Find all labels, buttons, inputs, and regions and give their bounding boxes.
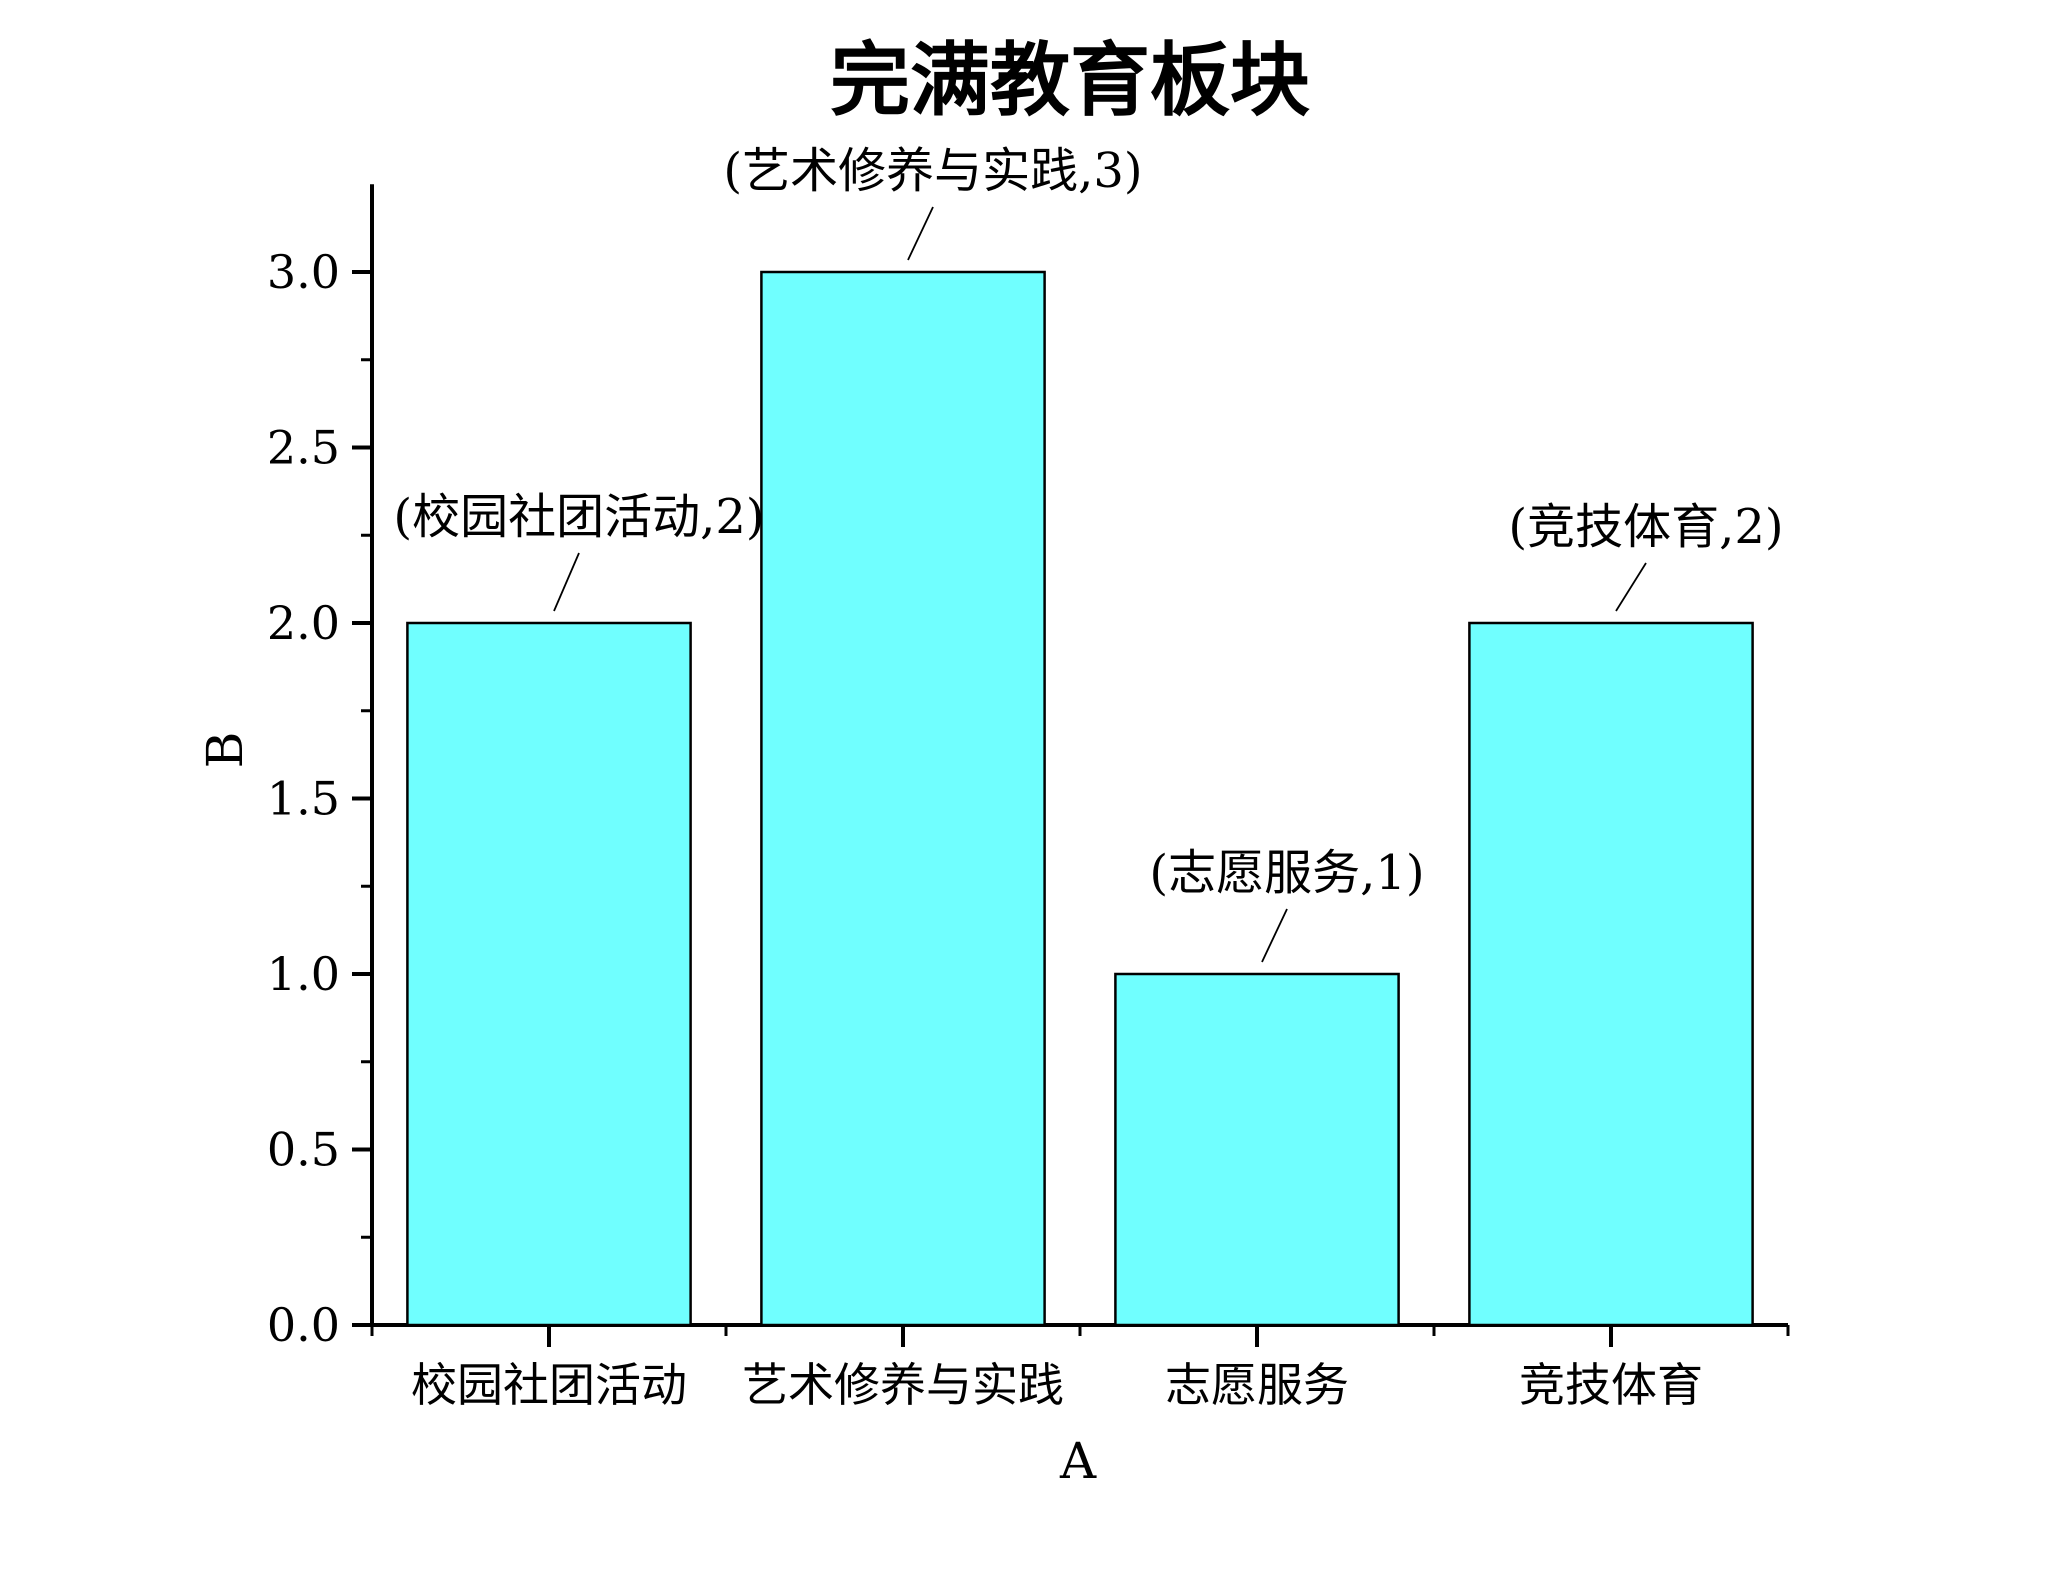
- y-axis-title: B: [196, 732, 254, 769]
- y-tick-label: 2.0: [267, 596, 340, 650]
- x-tick-label: 志愿服务: [1165, 1358, 1349, 1412]
- bar: [406, 621, 692, 1327]
- y-tick-label: 2.5: [267, 421, 340, 475]
- x-tick-label: 竞技体育: [1519, 1358, 1703, 1412]
- data-label: (竞技体育,2): [1508, 499, 1783, 555]
- x-axis: 校园社团活动 艺术修养与实践 志愿服务 竞技体育: [370, 1323, 1790, 1412]
- bar: [1468, 621, 1754, 1327]
- x-tick-label: 校园社团活动: [411, 1358, 687, 1412]
- y-tick-label: 0.5: [267, 1123, 340, 1177]
- data-label-leader: [907, 206, 934, 261]
- x-tick-label: 艺术修养与实践: [742, 1358, 1064, 1412]
- data-label-leader: [1261, 908, 1288, 963]
- y-tick-label: 1.5: [267, 772, 340, 826]
- y-axis: 0.0 0.5 1.0 1.5 2.0 2.5 3.0: [267, 184, 374, 1352]
- bar: [760, 270, 1046, 1327]
- bar: [1114, 972, 1400, 1327]
- data-label: (校园社团活动,2): [393, 489, 764, 545]
- chart-title: 完满教育板块: [830, 34, 1310, 127]
- data-label-leader: [553, 552, 580, 612]
- x-axis-title: A: [1059, 1432, 1097, 1490]
- data-labels: (校园社团活动,2) (艺术修养与实践,3) (志愿服务,1) (竞技体育,2): [393, 143, 1784, 963]
- bars: [406, 270, 1754, 1327]
- y-tick-label: 1.0: [267, 947, 340, 1001]
- data-label: (艺术修养与实践,3): [723, 143, 1142, 199]
- y-tick-label: 3.0: [267, 245, 340, 299]
- data-label: (志愿服务,1): [1149, 845, 1424, 901]
- y-tick-label: 0.0: [267, 1298, 340, 1352]
- data-label-leader: [1615, 562, 1647, 612]
